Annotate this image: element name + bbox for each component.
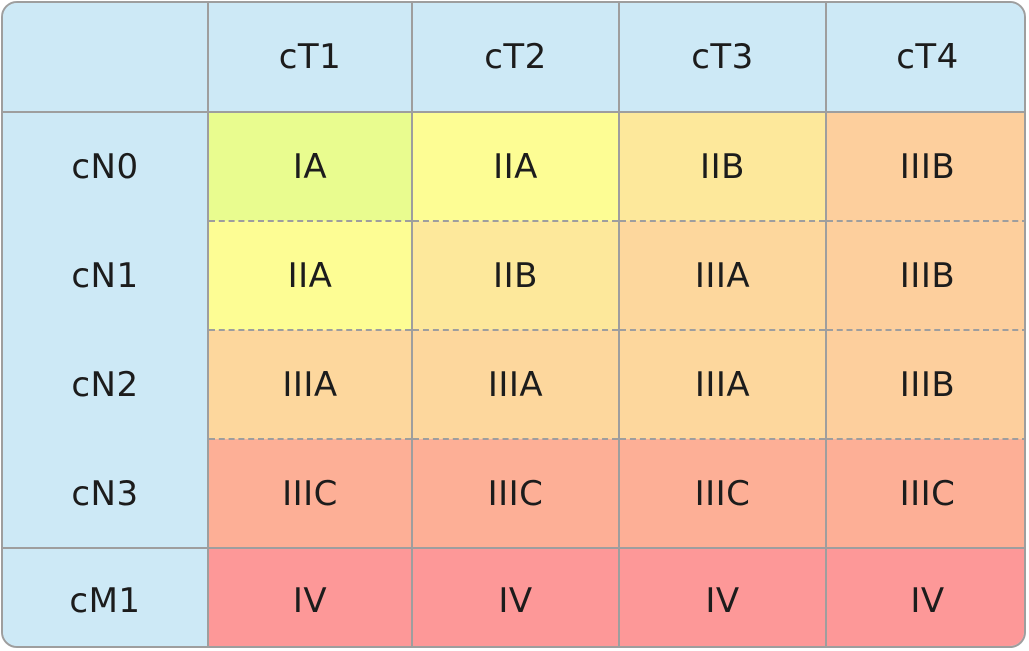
stage-cell: IIB xyxy=(411,221,619,331)
stage-cell: IIIC xyxy=(618,439,826,549)
stage-cell: IIIA xyxy=(618,221,826,331)
column-header-row: cT1 cT2 cT3 cT4 xyxy=(3,3,1024,113)
stage-cell: IV xyxy=(207,548,412,646)
stage-cell: IIIC xyxy=(411,439,619,549)
stage-cell: IIA xyxy=(207,221,412,331)
stage-cell: IIIA xyxy=(618,330,826,440)
stage-cell: IV xyxy=(411,548,619,646)
column-header-ct3: cT3 xyxy=(618,3,826,113)
stage-cell: IIIB xyxy=(825,221,1024,331)
stage-cell: IV xyxy=(618,548,826,646)
row-header-cn2: cN2 xyxy=(3,330,208,440)
stage-cell: IIIA xyxy=(207,330,412,440)
column-header-ct1: cT1 xyxy=(207,3,412,113)
table-row-cn0: cN0 IA IIA IIB IIIB xyxy=(3,112,1024,222)
stage-cell: IIIC xyxy=(825,439,1024,549)
table-row-cn3: cN3 IIIC IIIC IIIC IIIC xyxy=(3,439,1024,549)
table-row-cm1: cM1 IV IV IV IV xyxy=(3,548,1024,646)
table-row-cn2: cN2 IIIA IIIA IIIA IIIB xyxy=(3,330,1024,440)
corner-cell xyxy=(3,3,208,113)
stage-cell: IIB xyxy=(618,112,826,222)
row-header-cm1: cM1 xyxy=(3,548,208,646)
stage-cell: IIIB xyxy=(825,112,1024,222)
row-header-cn3: cN3 xyxy=(3,439,208,549)
stage-cell: IIIB xyxy=(825,330,1024,440)
stage-cell: IV xyxy=(825,548,1024,646)
column-header-ct2: cT2 xyxy=(411,3,619,113)
row-header-cn1: cN1 xyxy=(3,221,208,331)
stage-cell: IA xyxy=(207,112,412,222)
tnm-staging-table: cT1 cT2 cT3 cT4 cN0 IA IIA IIB IIIB cN1 … xyxy=(3,3,1024,646)
stage-cell: IIIC xyxy=(207,439,412,549)
stage-cell: IIIA xyxy=(411,330,619,440)
table-row-cn1: cN1 IIA IIB IIIA IIIB xyxy=(3,221,1024,331)
stage-cell: IIA xyxy=(411,112,619,222)
column-header-ct4: cT4 xyxy=(825,3,1024,113)
row-header-cn0: cN0 xyxy=(3,112,208,222)
